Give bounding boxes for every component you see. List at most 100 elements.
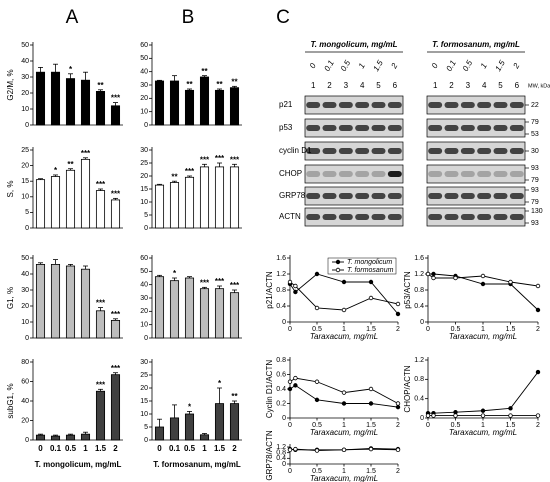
y-tick-label: 10 [140,109,148,116]
y-tick-label: 0 [25,225,29,232]
legend-marker [335,267,341,273]
blot-strip [426,207,526,227]
significance: * [188,403,192,412]
blot-band [428,102,443,108]
point [293,283,298,289]
blot-strip [426,118,526,138]
y-tick-label: 30 [140,359,148,366]
bar [80,79,91,126]
y-tick-label: 40 [140,282,148,289]
lane-number: 1 [433,81,438,90]
point [508,406,513,411]
bar [50,71,61,126]
significance: ** [97,81,104,90]
y-tick-label: 0 [144,122,148,129]
y-tick-label: 0.6 [276,371,286,378]
bar [154,426,165,441]
blot-strip [426,186,526,206]
significance: *** [96,299,106,308]
point [341,447,347,453]
blot-band [387,125,402,131]
blot-band [387,214,402,220]
y-tick-label: 50 [21,42,29,49]
y-tick-label: 80 [21,359,29,366]
significance: * [173,269,177,278]
blot-band [460,214,475,220]
blot-band [338,214,353,220]
blot-band [428,148,443,154]
point [341,390,347,395]
blot-band [460,193,475,199]
series-line [428,273,539,311]
lane-number: 2 [327,81,332,90]
significance: *** [96,180,106,189]
x-tick-label: 1 [342,468,346,475]
blot-band [509,125,524,131]
y-tick-label: 0.4 [276,455,286,462]
point [368,295,374,301]
blot-strip [304,118,404,138]
point [395,301,401,307]
point [508,413,513,418]
y-tick-label: 0 [144,437,148,444]
bar [95,310,106,339]
bar [199,288,210,339]
blot-band [428,193,443,199]
y-tick-label: 60 [21,378,29,385]
legend-box [327,257,397,275]
y-axis-label: p21/ACTN [265,271,274,309]
bar [154,276,165,339]
y-tick-label: 30 [140,295,148,302]
y-tick-label: 1.2 [414,357,424,364]
significance: ** [231,77,238,86]
mw-label: 79 [531,177,539,184]
y-tick-label: 10 [21,194,29,201]
bar [50,176,61,229]
blot-band [509,193,524,199]
blot-band [387,102,402,108]
y-tick-label: 20 [21,417,29,424]
legend-label: T. mongolicum [347,259,392,266]
significance: ** [186,80,193,89]
blot-band [355,102,370,108]
blot-band [444,148,459,154]
blot-band [371,102,386,108]
x-tick-label: 2 [396,468,400,475]
significance: *** [230,281,240,290]
blot-band [493,148,508,154]
lane-number: 5 [376,81,381,90]
y-tick-label: 0.4 [276,386,286,393]
x-tick-label: 0 [426,326,430,333]
x-tick-label: 1.5 [366,468,376,475]
blot-strip [304,186,404,206]
x-tick-label: 2 [396,422,400,429]
y-tick-label: 30 [21,74,29,81]
blot-band [371,193,386,199]
y-tick-label: 60 [140,255,148,262]
dose-label: 0 [430,61,440,70]
significance: *** [200,155,210,164]
point [293,383,298,388]
lane-number: 3 [344,81,349,90]
y-tick-label: 10 [140,199,148,206]
y-tick-label: 0.4 [414,303,424,310]
x-axis-label: T. formosanum, mg/mL [153,460,241,469]
bar [110,374,121,441]
y-tick-label: 0 [282,319,286,326]
blot-band [477,102,492,108]
y-tick-label: 1.6 [276,255,286,262]
blot-band [355,171,370,177]
bar [199,434,210,441]
bar [35,71,46,126]
point [395,447,401,453]
bar [110,319,121,339]
y-tick-label: 0 [282,461,286,468]
y-tick-label: 0 [144,335,148,342]
significance: * [69,65,73,74]
y-axis-label: G2/M, % [6,69,15,100]
y-tick-label: 20 [21,303,29,310]
blot-band [338,171,353,177]
dose-label: 2 [511,61,522,71]
blot-band [322,102,337,108]
blot-band [322,125,337,131]
